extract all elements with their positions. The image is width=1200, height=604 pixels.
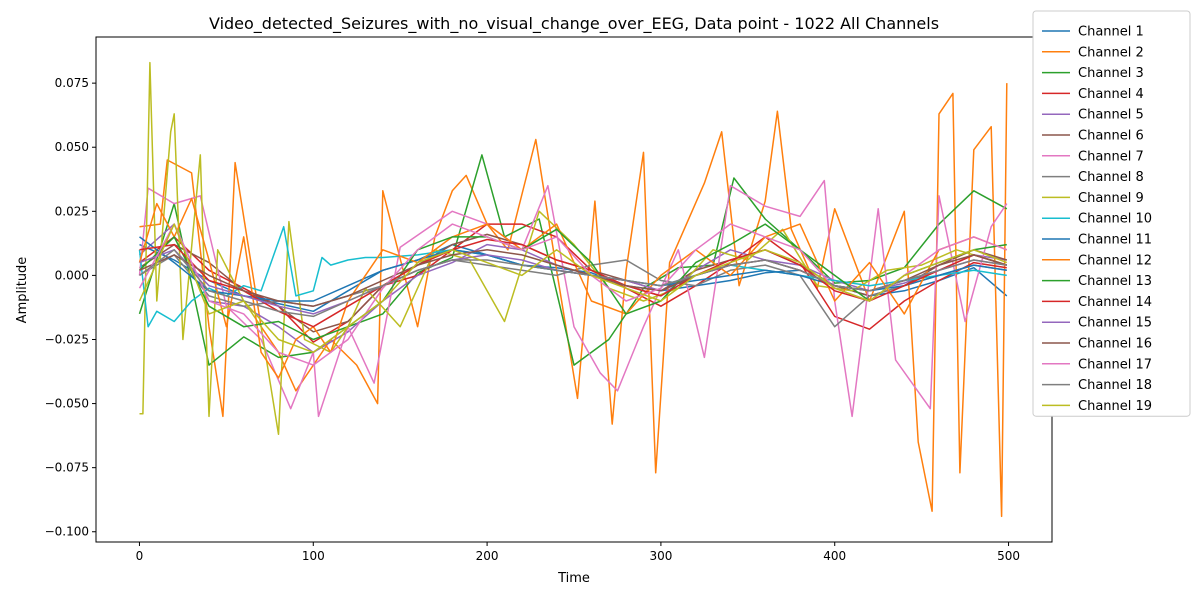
y-tick-label: −0.075: [45, 461, 89, 475]
legend-label: Channel 14: [1078, 295, 1152, 310]
plot-series-group: [138, 61, 1008, 518]
legend-label: Channel 6: [1078, 129, 1144, 144]
legend-label: Channel 16: [1078, 337, 1152, 352]
x-axis: 0 100 200 300 400 500: [136, 542, 1020, 563]
legend-label: Channel 8: [1078, 170, 1144, 185]
legend-label: Channel 9: [1078, 191, 1144, 206]
legend-box: [1032, 10, 1191, 417]
x-tick-label: 300: [649, 549, 672, 563]
legend-label: Channel 4: [1078, 87, 1144, 102]
series-line-channel-3: [138, 154, 1008, 366]
legend-label: Channel 10: [1078, 212, 1152, 227]
chart-title: Video_detected_Seizures_with_no_visual_c…: [209, 14, 939, 34]
legend-label: Channel 18: [1078, 378, 1152, 393]
y-tick-label: −0.100: [45, 525, 89, 539]
y-tick-label: −0.050: [45, 397, 89, 411]
legend-label: Channel 2: [1078, 45, 1144, 60]
legend-label: Channel 11: [1078, 233, 1152, 248]
y-tick-label: 0.050: [55, 140, 89, 154]
legend-label: Channel 19: [1078, 399, 1152, 414]
legend: Channel 1 Channel 2 Channel 3 Channel 4 Chan…: [1032, 10, 1191, 417]
legend-label: Channel 15: [1078, 316, 1152, 331]
legend-label: Channel 17: [1078, 357, 1152, 372]
legend-label: Channel 13: [1078, 274, 1152, 289]
x-tick-label: 100: [302, 549, 325, 563]
legend-label: Channel 5: [1078, 108, 1144, 123]
x-axis-label: Time: [557, 571, 590, 586]
series-line-channel-19: [138, 223, 1008, 354]
series-line-channel-9: [139, 61, 1008, 436]
legend-label: Channel 12: [1078, 253, 1152, 268]
y-tick-label: −0.025: [45, 332, 89, 346]
y-tick-label: 0.000: [55, 268, 89, 282]
series-line-channel-10: [138, 225, 1007, 328]
series-line-channel-13: [138, 223, 1007, 341]
legend-label: Channel 7: [1078, 149, 1144, 164]
series-line-channel-18: [139, 249, 1007, 318]
x-tick-label: 400: [823, 549, 846, 563]
legend-label: Channel 1: [1078, 25, 1144, 40]
legend-label: Channel 3: [1078, 66, 1144, 81]
y-tick-label: 0.025: [55, 204, 89, 218]
x-tick-label: 200: [476, 549, 499, 563]
y-axis-label: Amplitude: [15, 257, 30, 324]
y-axis: −0.100 −0.075 −0.050 −0.025 0.000 0.025 0.050 0…: [45, 76, 96, 539]
x-tick-label: 500: [997, 549, 1020, 563]
x-tick-label: 0: [136, 549, 144, 563]
y-tick-label: 0.075: [55, 76, 89, 90]
